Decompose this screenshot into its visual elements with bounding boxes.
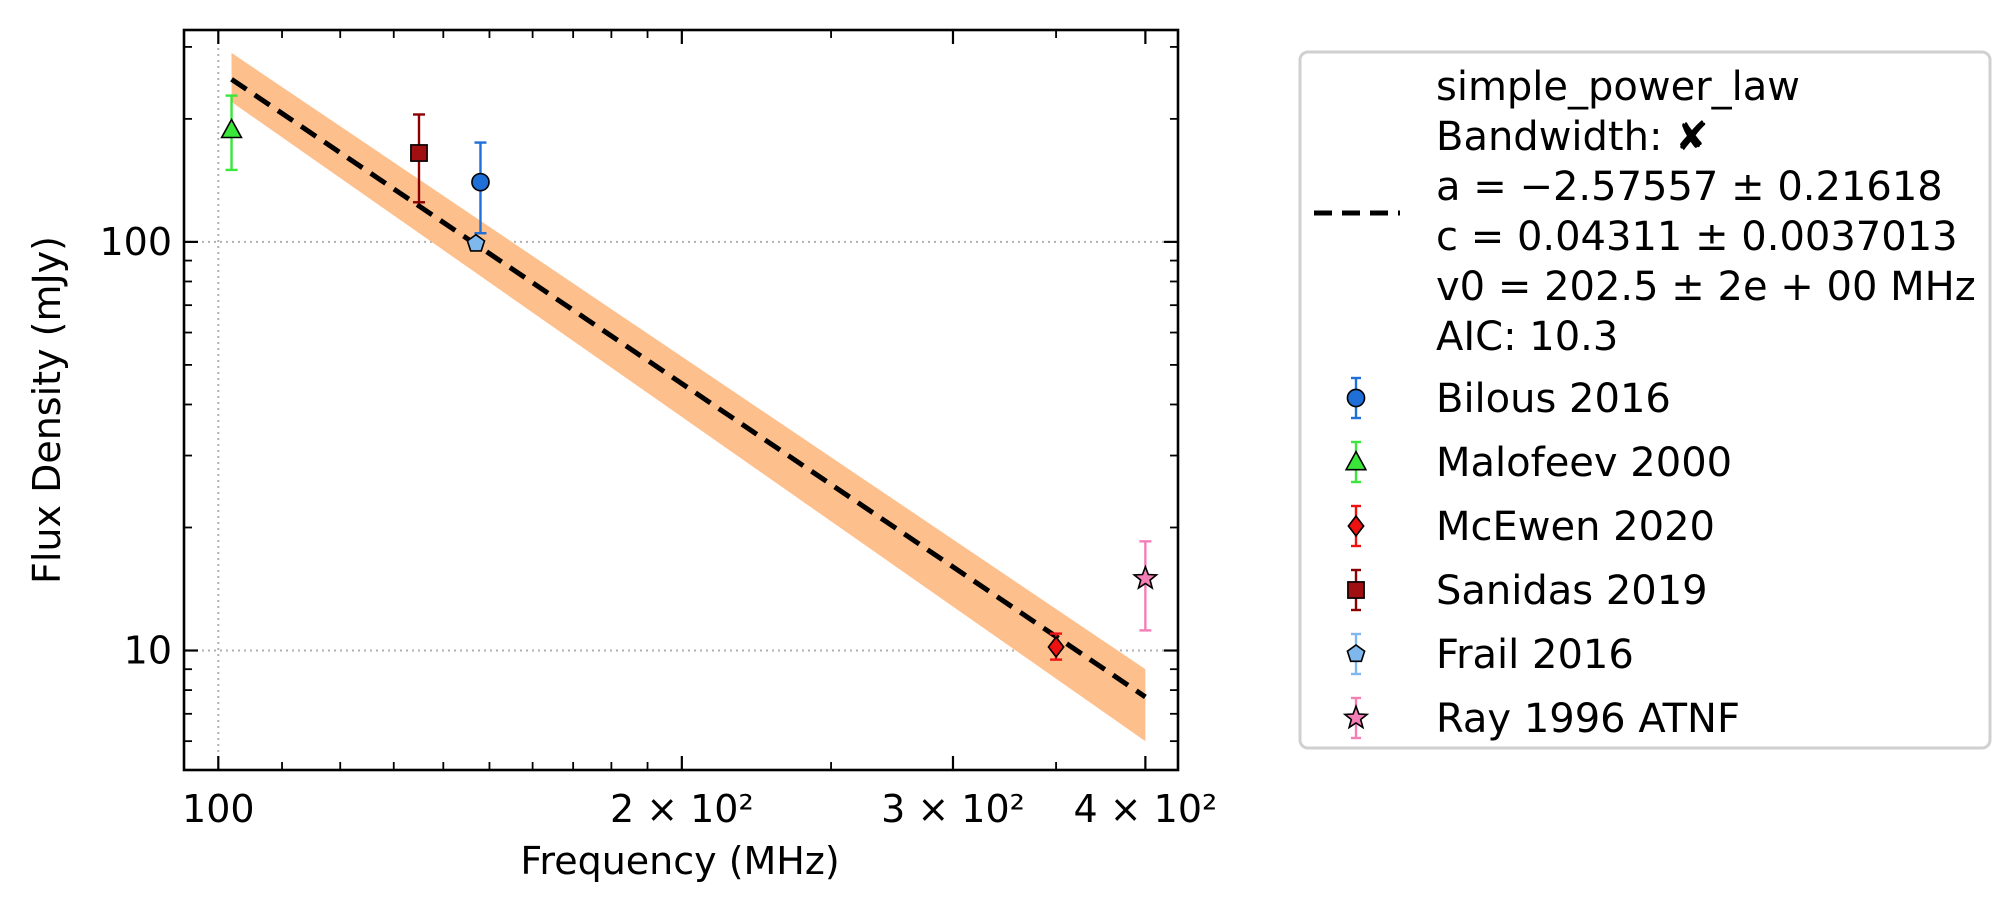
legend-fit-text: v0 = 202.5 ± 2e + 00 MHz — [1436, 264, 1976, 310]
data-point — [1047, 635, 1065, 659]
legend-marker — [1346, 388, 1366, 408]
x-tick-label: 2 × 10² — [610, 787, 754, 831]
legend-fit-text: a = −2.57557 ± 0.21618 — [1436, 164, 1943, 210]
y-tick-label: 100 — [99, 220, 172, 264]
y-axis-label: Flux Density (mJy) — [25, 236, 69, 584]
legend-marker — [1342, 704, 1370, 730]
legend-entry — [1346, 632, 1366, 676]
series-ray-1996-atnf — [1132, 540, 1159, 632]
legend-entry — [1347, 568, 1365, 612]
data-point — [410, 144, 428, 162]
data-point — [220, 117, 243, 139]
legend-entry — [1347, 504, 1365, 548]
legend-label: Malofeev 2000 — [1436, 440, 1732, 486]
x-tick-label: 3 × 10² — [881, 787, 1025, 831]
series-sanidas-2019 — [410, 113, 428, 204]
x-tick-label: 100 — [182, 787, 255, 831]
legend-entry — [1346, 376, 1366, 420]
legend-label: McEwen 2020 — [1436, 504, 1715, 550]
data-point — [1132, 564, 1159, 590]
legend-marker — [1346, 644, 1366, 663]
legend-fit-text: Bandwidth: ✘ — [1436, 114, 1709, 160]
legend-fit-text: AIC: 10.3 — [1436, 314, 1618, 360]
legend-label: Ray 1996 ATNF — [1436, 696, 1740, 742]
legend-box — [1298, 50, 1992, 750]
x-axis-label: Frequency (MHz) — [520, 839, 839, 883]
legend-fit-text: simple_power_law — [1436, 64, 1800, 110]
fit-line — [230, 77, 1147, 699]
data-point — [466, 233, 486, 252]
legend-entry — [1344, 440, 1368, 484]
legend-label: Frail 2016 — [1436, 632, 1634, 678]
fit-group — [230, 52, 1147, 742]
legend-label: Sanidas 2019 — [1436, 568, 1708, 614]
legend-label: Bilous 2016 — [1436, 376, 1671, 422]
data-point — [471, 172, 490, 192]
legend-fit-text: c = 0.04311 ± 0.0037013 — [1436, 214, 1958, 260]
y-tick-label: 10 — [124, 629, 172, 673]
legend-entry — [1342, 696, 1370, 740]
legend-marker — [1347, 581, 1365, 599]
series-frail-2016 — [466, 233, 486, 252]
series-malofeev-2000 — [220, 94, 243, 172]
fit-uncertainty-band — [231, 52, 1146, 742]
legend-marker — [1344, 449, 1368, 471]
legend-marker — [1347, 514, 1365, 538]
series-mcewen-2020 — [1047, 632, 1065, 661]
x-tick-label: 4 × 10² — [1073, 787, 1217, 831]
series-bilous-2016 — [471, 141, 490, 235]
